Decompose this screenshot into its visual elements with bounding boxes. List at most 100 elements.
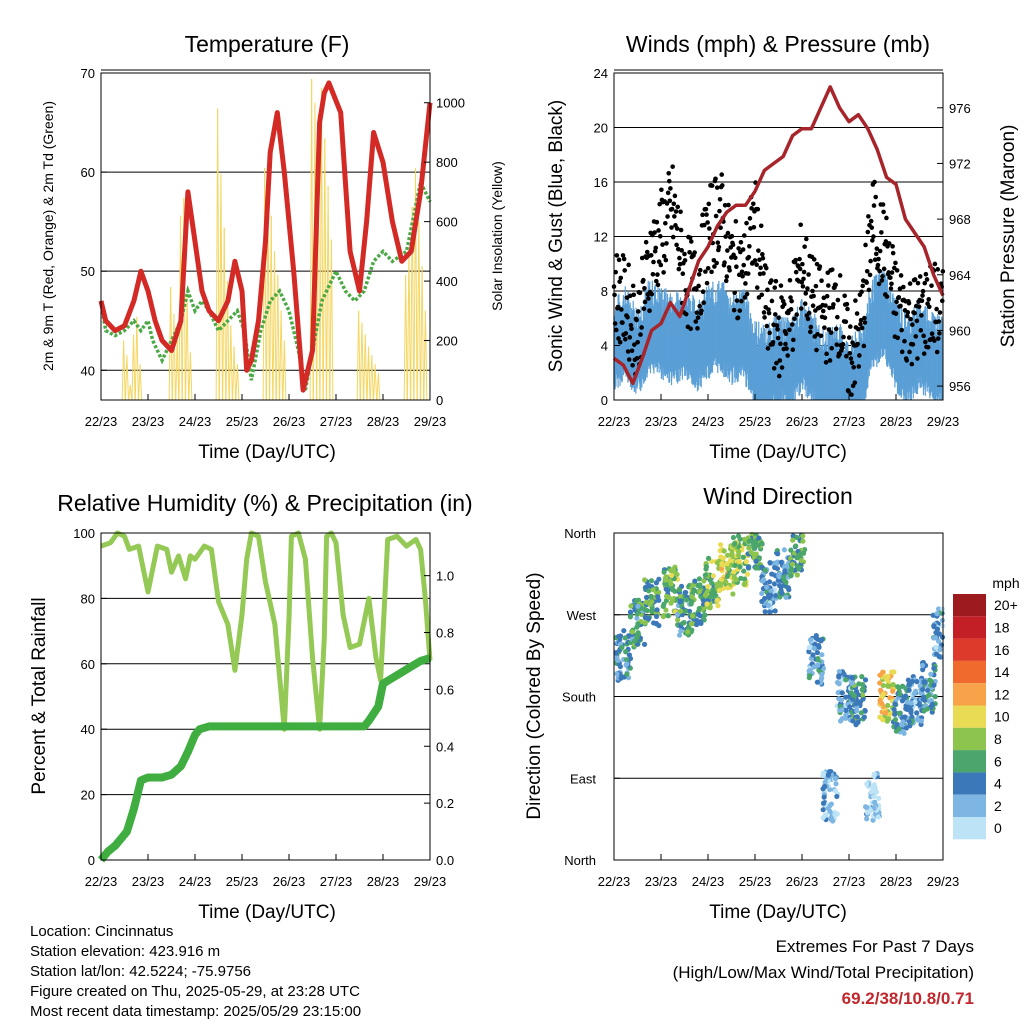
solar-spike (321, 87, 324, 401)
y-tick-label: 968 (949, 212, 971, 227)
x-tick-label: 26/23 (786, 874, 819, 889)
gust-point (916, 304, 922, 309)
y-tick-label: 40 (81, 363, 95, 378)
solar-spike (330, 239, 334, 401)
direction-point (661, 569, 667, 575)
gust-point (823, 360, 829, 365)
direction-point (781, 577, 788, 584)
direction-point (821, 794, 827, 800)
direction-point (935, 638, 942, 644)
gust-point (769, 298, 775, 304)
gust-point (615, 304, 621, 310)
direction-point (811, 664, 817, 670)
gust-point (890, 250, 896, 256)
gust-point (862, 320, 868, 325)
gust-point (797, 256, 802, 262)
legend-swatch (953, 638, 986, 661)
gust-point (822, 325, 827, 330)
gust-point (724, 274, 730, 279)
x-tick-label: 22/23 (598, 874, 631, 889)
solar-spike (220, 174, 223, 401)
legend-swatch (953, 750, 986, 773)
direction-point (842, 715, 849, 721)
gust-point (760, 255, 766, 261)
gust-point (846, 389, 851, 394)
direction-point (635, 603, 641, 609)
gust-point (906, 300, 912, 306)
pressure-series (612, 85, 945, 386)
gust-point (722, 260, 727, 265)
gust-point (674, 242, 679, 248)
gust-point (661, 253, 667, 259)
legend-label: 10 (994, 709, 1010, 725)
solar-spike (217, 108, 220, 401)
direction-point (696, 588, 703, 595)
direction-point (759, 598, 765, 605)
gust-point (884, 215, 889, 221)
direction-point (731, 574, 737, 580)
direction-point (850, 718, 856, 724)
direction-point (798, 558, 804, 564)
gust-point (692, 250, 697, 255)
gust-point (889, 281, 894, 287)
gust-point (754, 285, 760, 290)
direction-point (896, 710, 902, 716)
direction-point (790, 537, 796, 543)
direction-point (718, 581, 724, 587)
gust-point (760, 251, 765, 257)
direction-point (767, 609, 773, 615)
solar-spike (283, 340, 287, 401)
gust-point (834, 342, 840, 347)
gust-point (842, 293, 847, 299)
gust-point (695, 315, 701, 320)
direction-point (619, 644, 625, 651)
gust-point (733, 219, 739, 224)
direction-point (896, 726, 902, 732)
gust-point (822, 315, 828, 321)
direction-point (797, 551, 804, 557)
humidity-xlabel: Time (Day/UTC) (198, 902, 336, 923)
gust-point (644, 249, 650, 255)
gust-point (664, 241, 669, 246)
gust-point (630, 283, 636, 289)
x-tick-label: 28/23 (880, 414, 913, 429)
direction-point (653, 580, 660, 586)
direction-point (714, 597, 721, 603)
gust-point (624, 295, 630, 300)
direction-point (648, 593, 654, 599)
gust-point (939, 298, 945, 304)
solar-ylabel: Solar Insolation (Yellow) (489, 161, 505, 311)
direction-point (882, 710, 889, 716)
gust-point (824, 293, 830, 299)
solar-spike (223, 227, 227, 401)
gust-point (613, 327, 619, 333)
gust-point (653, 245, 659, 251)
gust-point (699, 308, 704, 314)
gust-point (864, 268, 870, 274)
direction-point (814, 679, 821, 685)
direction-point (806, 644, 812, 651)
direction-point (665, 613, 671, 619)
direction-point (939, 617, 945, 624)
gust-point (801, 276, 806, 282)
gust-point (925, 344, 931, 350)
gust-point (641, 277, 646, 283)
gust-point (734, 264, 739, 270)
direction-point (629, 629, 635, 635)
gust-point (790, 347, 796, 353)
elevation-text: Station elevation: 423.916 m (30, 943, 221, 960)
gust-point (622, 268, 628, 273)
gust-point (829, 345, 835, 351)
gust-point (788, 295, 793, 300)
direction-point (668, 572, 675, 579)
direction-point (855, 692, 861, 698)
gust-point (914, 318, 920, 324)
solar-spike (424, 310, 428, 401)
direction-point (895, 684, 901, 690)
gust-point (929, 283, 934, 288)
solar-spike (133, 334, 136, 401)
direction-point (716, 587, 723, 594)
gust-point (869, 225, 875, 230)
legend-label: 8 (994, 731, 1002, 747)
gust-point (888, 286, 894, 291)
